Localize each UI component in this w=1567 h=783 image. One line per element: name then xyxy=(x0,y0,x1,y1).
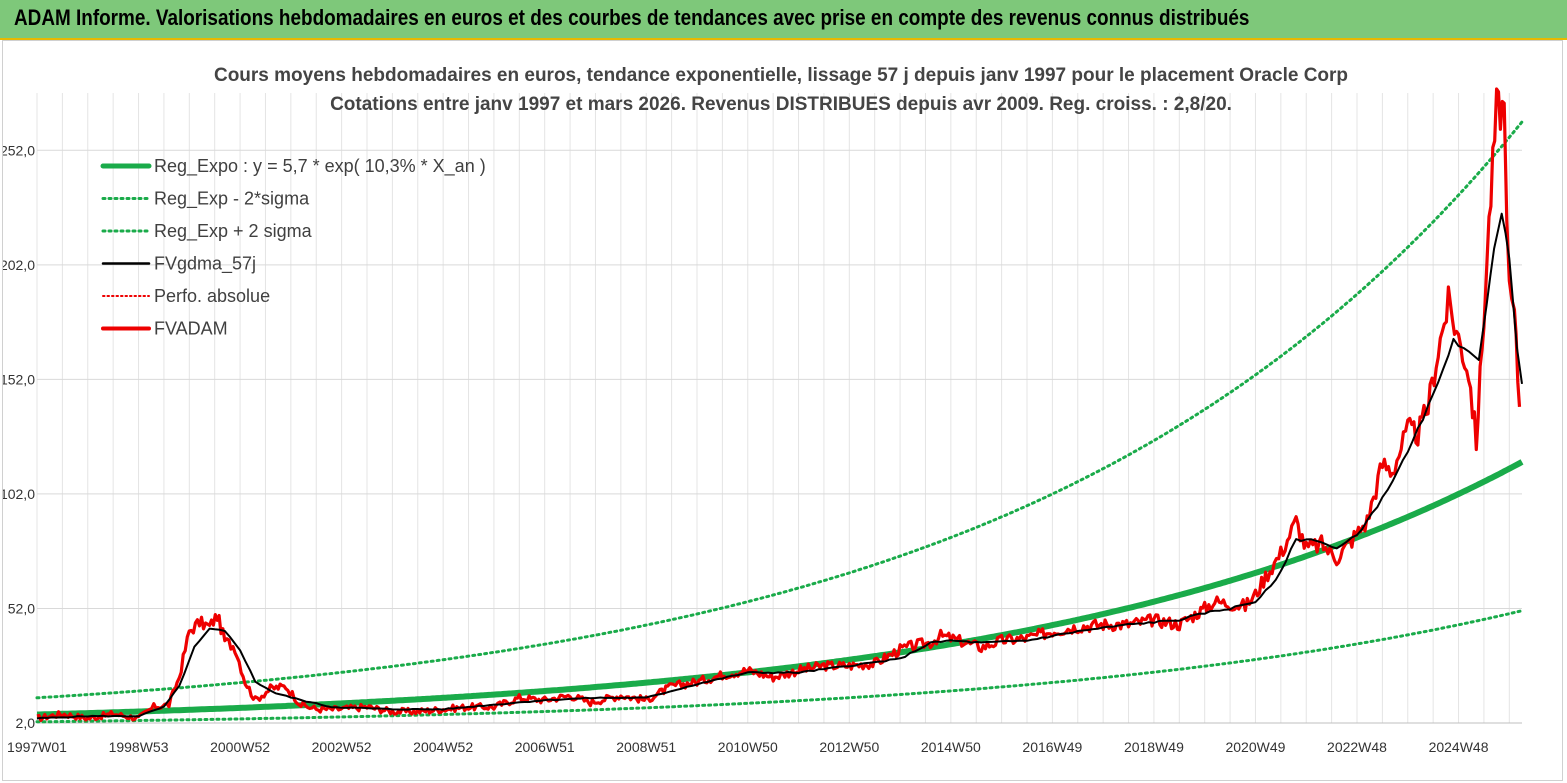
chart-series xyxy=(35,87,1524,724)
report-banner: ADAM Informe. Valorisations hebdomadaire… xyxy=(0,0,1567,40)
series-reg-exp-plus-2sigma xyxy=(35,120,1524,700)
chart-axes: 2,0 52,0 102,0 152,0 202,0 252,0 1997W01 1998W5… xyxy=(3,142,1522,755)
series-fvadam xyxy=(36,87,1522,723)
legend-label: FVADAM xyxy=(154,319,228,339)
x-tick-label: 2002W52 xyxy=(312,739,372,755)
chart-legend: Reg_Expo : y = 5,7 * exp( 10,3% * X_an )… xyxy=(100,156,486,339)
x-tick-label: 1997W01 xyxy=(7,739,67,755)
y-tick-label: 252,0 xyxy=(3,142,35,158)
legend-label: FVgdma_57j xyxy=(154,254,256,275)
x-tick-label: 2016W49 xyxy=(1022,739,1082,755)
legend-label: Reg_Exp + 2 sigma xyxy=(154,221,313,242)
x-tick-label: 2018W49 xyxy=(1124,739,1184,755)
x-tick-label: 2022W48 xyxy=(1327,739,1387,755)
chart-subtitle: Cotations entre janv 1997 et mars 2026. … xyxy=(330,94,1232,115)
y-tick-label: 2,0 xyxy=(16,715,36,731)
y-tick-label: 202,0 xyxy=(3,257,35,273)
legend-label: Perfo. absolue xyxy=(154,286,270,306)
price-trend-chart: 2,0 52,0 102,0 152,0 202,0 252,0 1997W01 1998W5… xyxy=(3,65,1524,755)
report-title: ADAM Informe. Valorisations hebdomadaire… xyxy=(14,5,1250,30)
x-tick-label: 2012W50 xyxy=(819,739,879,755)
x-tick-label: 2010W50 xyxy=(718,739,778,755)
x-tick-label: 2024W48 xyxy=(1429,739,1489,755)
x-tick-label: 2000W52 xyxy=(210,739,270,755)
legend-label: Reg_Exp - 2*sigma xyxy=(154,189,310,210)
chart-area: 2,0 52,0 102,0 152,0 202,0 252,0 1997W01 1998W5… xyxy=(2,40,1563,781)
y-tick-label: 52,0 xyxy=(8,600,35,616)
x-tick-label: 2004W52 xyxy=(413,739,473,755)
chart-title: Cours moyens hebdomadaires en euros, ten… xyxy=(214,65,1348,86)
x-tick-label: 2014W50 xyxy=(921,739,981,755)
chart-grid xyxy=(36,93,1522,724)
x-tick-label: 2006W51 xyxy=(515,739,575,755)
y-tick-label: 152,0 xyxy=(3,371,35,387)
x-tick-label: 2020W49 xyxy=(1225,739,1285,755)
x-tick-label: 1998W53 xyxy=(109,739,169,755)
series-reg-exp-minus-2sigma xyxy=(35,609,1524,724)
legend-label: Reg_Expo : y = 5,7 * exp( 10,3% * X_an ) xyxy=(154,156,486,177)
y-tick-label: 102,0 xyxy=(3,486,35,502)
x-tick-label: 2008W51 xyxy=(616,739,676,755)
series-fvgdma-57j xyxy=(36,212,1523,720)
